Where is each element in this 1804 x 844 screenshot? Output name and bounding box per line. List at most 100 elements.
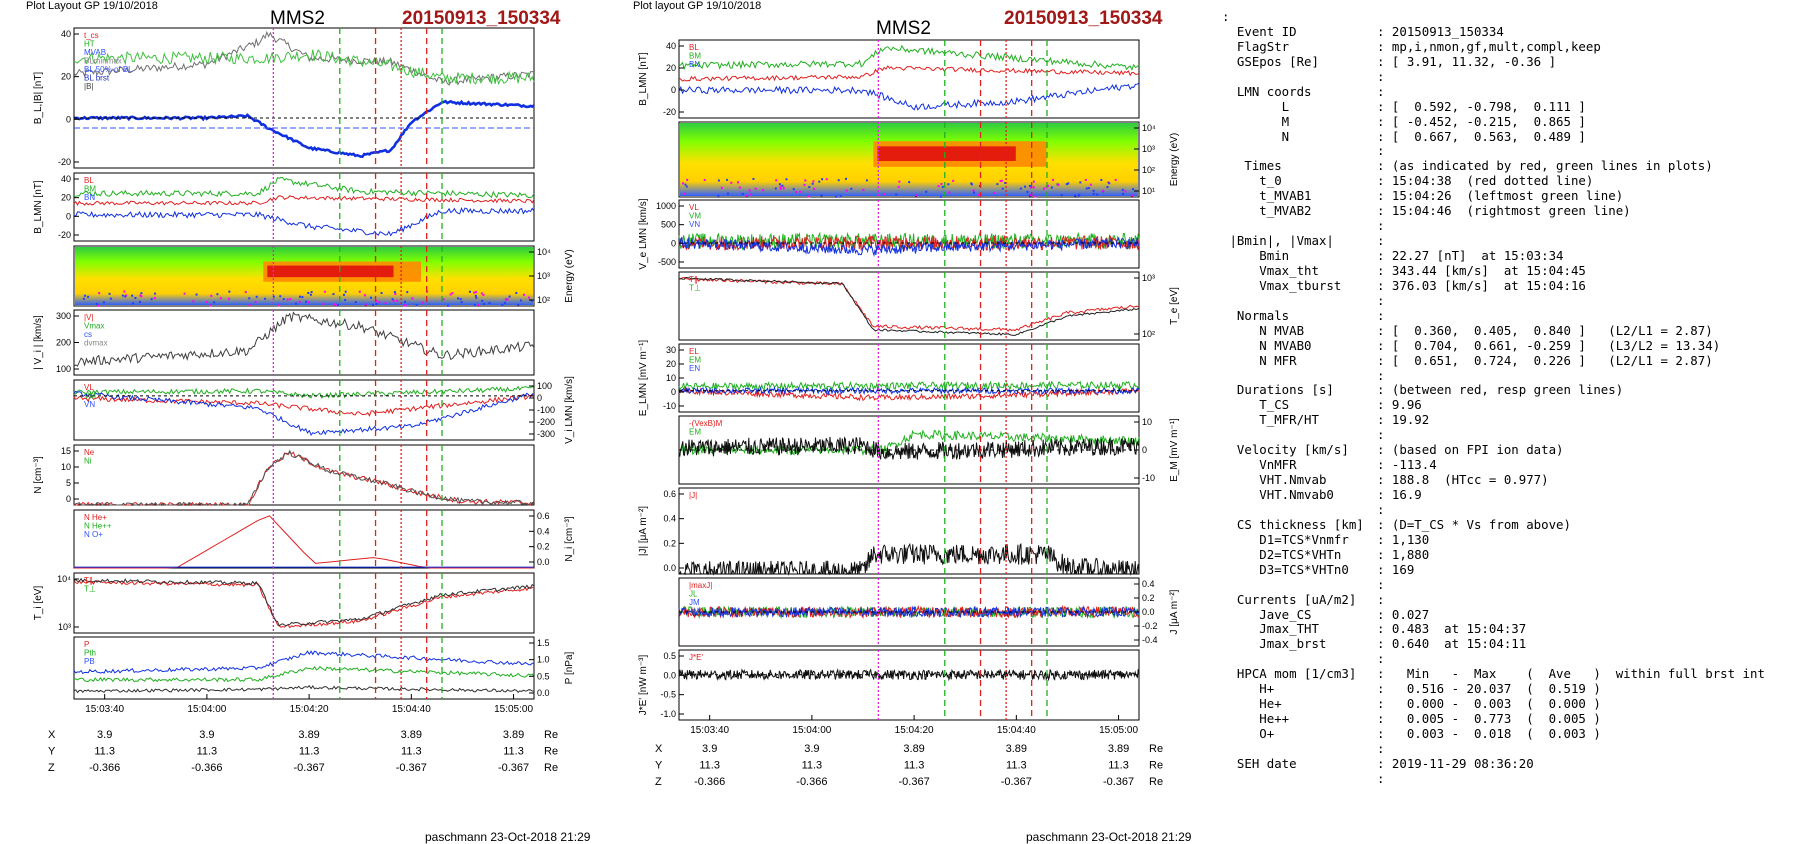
spectrogram-speckle [393, 291, 396, 294]
position-value: 3.89 [903, 743, 924, 755]
info-key: H+ [1222, 681, 1275, 697]
info-key [1222, 578, 1377, 593]
legend-entry: T⊥ [689, 284, 701, 293]
spectrogram-speckle [213, 301, 216, 304]
middle-event-id: 20150913_150334 [1004, 8, 1163, 29]
y-tick-label: 0 [537, 393, 542, 403]
y-tick-label: -100 [537, 405, 555, 415]
legend-entry: EM [689, 428, 701, 437]
spectrogram-speckle [483, 302, 486, 305]
panel-frame [73, 636, 535, 700]
spectrogram-speckle [530, 299, 533, 302]
spectrogram-speckle [703, 178, 706, 181]
legend-entry: |maxJ| [689, 581, 712, 590]
spectrogram-speckle [682, 182, 685, 185]
spectrogram-speckle [1106, 186, 1109, 189]
info-key: Jmax_brst [1222, 636, 1327, 652]
spectrogram-speckle [468, 290, 471, 293]
y-tick-label: 15 [61, 446, 71, 456]
spectrogram-speckle [897, 185, 900, 188]
info-line: N MVAB0: [ 0.704, 0.661, -0.259 ] (L3/L2… [1222, 338, 1797, 354]
spectrogram-speckle [779, 185, 782, 188]
info-key: N MVAB [1222, 322, 1305, 338]
left-plot-header: Plot Layout GP 19/10/2018 [26, 0, 158, 12]
spectrogram-speckle [720, 186, 723, 189]
spectrogram-speckle [392, 299, 395, 302]
spectrogram-speckle [192, 300, 195, 303]
legend-entry: BL [84, 176, 94, 185]
position-unit: Re [544, 746, 558, 758]
spectrogram-speckle [948, 191, 951, 194]
spectrogram-speckle [503, 301, 506, 304]
event-info-listing: : Event ID: 20150913_150334 FlagStr: mp,… [1222, 9, 1797, 830]
spectrogram-speckle [778, 183, 781, 186]
info-value: : [1377, 576, 1385, 592]
spectrogram-speckle [803, 183, 806, 186]
info-value: : mp,i,nmon,gf,mult,compl,keep [1377, 38, 1601, 54]
legend-entry: T⊥ [84, 585, 96, 594]
info-value: : 22.27 [nT] at 15:03:34 [1377, 248, 1564, 263]
position-value: 3.9 [199, 729, 214, 741]
position-value: -0.367 [498, 762, 529, 774]
info-value: : 188.8 (HTcc = 0.977) [1377, 472, 1549, 488]
info-value: : [ -0.452, -0.215, 0.865 ] [1377, 113, 1586, 129]
info-value: : 20150913_150334 [1377, 23, 1504, 39]
spectrogram-speckle [460, 301, 463, 304]
y-tick-label: 0.2 [537, 542, 550, 552]
info-value: : (based on FPI ion data) [1377, 442, 1564, 458]
spectrogram-speckle [488, 302, 491, 305]
y-tick-label: 500 [661, 220, 676, 230]
panel-frame [73, 27, 535, 169]
spectrogram-speckle [940, 183, 943, 186]
info-line: : [1222, 143, 1797, 159]
series-bl-brst [73, 99, 535, 159]
legend-entry: JL [689, 590, 698, 599]
spectrogram-speckle [748, 189, 751, 192]
spectrogram-speckle [344, 299, 347, 302]
info-key: D2=TCS*VHTn [1222, 546, 1342, 562]
spectrogram-speckle [125, 294, 128, 297]
spectrogram-speckle [761, 189, 764, 192]
info-line: t_MVAB1: 15:04:26 (leftmost green line) [1222, 188, 1797, 204]
legend-entry: VM [84, 392, 96, 401]
info-value: : [ 0.360, 0.405, 0.840 ] (L2/L1 = 2.87) [1377, 322, 1713, 338]
spectrogram-speckle [123, 290, 126, 293]
spectrogram-speckle [248, 304, 251, 307]
info-line: D3=TCS*VHTn0: 169 [1222, 562, 1797, 578]
spectrogram-speckle [459, 298, 462, 301]
y-tick-label: -20 [58, 230, 71, 240]
position-value: -0.366 [191, 762, 222, 774]
info-line: Jmax_THT: 0.483 at 15:04:37 [1222, 621, 1797, 637]
info-key: Durations [s] [1222, 382, 1334, 398]
info-line: Currents [uA/m2]: [1222, 592, 1797, 608]
spectrogram-speckle [684, 183, 687, 186]
y-tick-label: 1.5 [537, 638, 550, 648]
position-unit: Re [1149, 743, 1163, 755]
position-value: 11.3 [699, 760, 720, 772]
spectrogram-speckle [839, 195, 842, 198]
series-line [678, 82, 1140, 111]
spectrogram-speckle [517, 303, 520, 306]
info-key: Jmax_THT [1222, 621, 1319, 637]
info-line: D2=TCS*VHTn: 1,880 [1222, 546, 1797, 563]
spectrogram-speckle [730, 181, 733, 184]
spectrogram-speckle [305, 300, 308, 303]
position-value: 11.3 [904, 760, 925, 772]
spectrogram-speckle [925, 190, 928, 193]
info-key: FlagStr [1222, 38, 1290, 54]
info-value: : 0.003 - 0.018 ( 0.003 ) [1377, 726, 1601, 741]
x-tick-label: 15:03:40 [690, 725, 729, 736]
position-value: 3.9 [702, 743, 717, 755]
info-line: SEH date: 2019-11-29 08:36:20 [1222, 756, 1797, 772]
panel-frame [678, 121, 1140, 198]
position-value: 3.89 [401, 729, 422, 741]
info-value: : [1377, 218, 1385, 234]
y-tick-label: -1.0 [660, 709, 676, 719]
spectrogram-speckle [332, 293, 335, 296]
spectrogram-speckle [775, 179, 778, 182]
panel-frame [678, 199, 1140, 269]
spectrogram-speckle [323, 290, 326, 293]
info-key [1222, 428, 1377, 443]
